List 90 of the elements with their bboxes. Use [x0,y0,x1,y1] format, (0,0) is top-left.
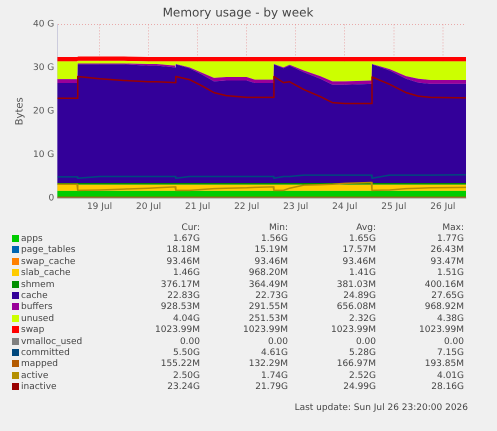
text: 4.38G [436,313,464,325]
text: 155.22M [160,358,200,370]
y-axis-title: Bytes [14,97,26,126]
text: 5.28G [348,347,376,359]
text: 291.55M [248,302,288,314]
text: 1023.99M [154,324,200,336]
text: 656.08M [336,302,376,314]
text: 22.73G [254,290,288,302]
legend-label: mapped [20,358,59,370]
text: 2.50G [172,370,200,382]
legend-label: swap [20,324,46,336]
text: 1.46G [172,268,200,279]
legend-label: buffers [20,302,54,314]
y-tick-label: 30 G [32,63,54,74]
x-tick-label: 22 Jul [234,202,260,212]
chart-title: Memory usage - by week [162,5,314,20]
y-tick-label: 20 G [32,106,54,117]
text: 17.57M [341,244,376,256]
legend-label: apps [20,233,44,245]
text: 28.16G [430,381,464,393]
text: 93.46M [165,256,200,268]
text: 1.65G [348,233,376,245]
text: 1023.99M [418,324,464,336]
text: 193.85M [424,358,464,370]
text: 928.53M [160,302,200,314]
text: 15.19M [253,244,288,256]
text: 4.61G [260,347,288,359]
text: 968.20M [248,268,288,279]
text: 1.41G [348,268,376,279]
x-tick-label: 25 Jul [381,202,406,212]
legend-label: committed [20,347,71,359]
text: 381.03M [336,278,376,290]
text: Cur: [180,222,200,234]
x-tick-label: 19 Jul [86,202,112,212]
text: 1.67G [172,233,200,245]
text: 0.00 [354,336,376,348]
text: 5.50G [172,347,200,359]
text: 2.52G [348,370,376,382]
y-tick-label: 0 [48,194,55,204]
text: 1023.99M [330,324,376,336]
legend-label: shmem [20,278,56,290]
text: 1.77G [436,233,464,245]
text: 251.53M [248,313,288,325]
text: Last update: Sun Jul 26 23:20:00 2026 [294,403,468,413]
legend-label: page_tables [20,244,76,256]
text: 400.16M [424,278,464,290]
text: 376.17M [160,278,200,290]
text: 1.74G [260,370,288,382]
legend-label: inactive [20,381,58,393]
text: 0.00 [266,336,288,348]
text: 23.24G [166,381,200,393]
x-tick-label: 24 Jul [332,202,358,212]
text: 968.92M [424,302,464,314]
y-tick-label: 40 G [32,20,54,30]
text: 27.65G [430,290,464,302]
legend-label: unused [20,313,56,325]
text: 4.04G [172,313,200,325]
text: Min: [268,222,288,234]
text: 166.97M [336,358,376,370]
text: 7.15G [436,347,464,359]
text: Avg: [355,222,376,234]
text: 4.01G [436,370,464,382]
legend-label: swap_cache [20,256,76,268]
x-tick-label: 26 Jul [430,202,456,212]
text: 1.56G [260,233,288,245]
text: 2.32G [348,313,376,325]
text: 24.89G [342,290,376,302]
text: 1.51G [436,268,464,279]
text: 22.83G [166,290,200,302]
legend-label: cache [20,290,49,302]
text: 1023.99M [242,324,288,336]
x-tick-label: 20 Jul [136,202,162,212]
text: 364.49M [248,278,288,290]
y-tick-label: 10 G [32,150,54,160]
text: 93.46M [341,256,376,268]
text: 0.00 [178,336,200,348]
text: 0.00 [442,336,464,348]
text: 93.47M [429,256,464,268]
legend-label: active [20,370,50,382]
text: Max: [441,222,464,234]
text: 21.79G [254,381,288,393]
text: 132.29M [248,358,288,370]
x-tick-label: 23 Jul [283,202,308,212]
x-tick-label: 21 Jul [185,202,210,212]
text: 18.18M [165,244,200,256]
text: 24.99G [342,381,376,393]
text: 26.43M [429,244,464,256]
text: 93.46M [253,256,288,268]
legend-label: slab_cache [20,268,72,279]
legend-label: vmalloc_used [20,336,84,348]
